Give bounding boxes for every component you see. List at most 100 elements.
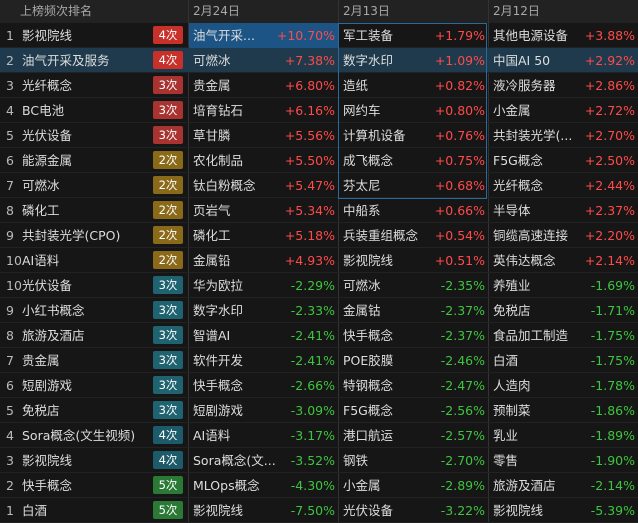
- day-change: +0.80%: [434, 103, 485, 118]
- day-sector: F5G概念: [493, 153, 543, 168]
- count-badge: 3次: [153, 401, 183, 419]
- day-change: -2.46%: [440, 353, 485, 368]
- day-change: -1.71%: [590, 303, 635, 318]
- table-row[interactable]: 1 白酒 5次 影视院线 -7.50% 光伏设备 -3.22% 影视院线 -5.39%: [0, 498, 638, 523]
- count-badge: 5次: [153, 476, 183, 494]
- day-change: +6.80%: [284, 78, 335, 93]
- day-change: -2.37%: [440, 303, 485, 318]
- rank: 3: [6, 453, 14, 468]
- rank: 10: [6, 253, 22, 268]
- day-sector: 贵金属: [193, 78, 231, 93]
- table-row[interactable]: 1 影视院线 4次 油气开采... +10.70% 军工装备 +1.79% 其他电源设备 +3.…: [0, 23, 638, 48]
- day-sector: 其他电源设备: [493, 28, 569, 43]
- day-sector: 零售: [493, 453, 519, 468]
- table-row[interactable]: 4 Sora概念(文生视频) 4次 AI语料 -3.17% 港口航运 -2.57% 乳业 -1.…: [0, 423, 638, 448]
- rank: 7: [6, 178, 14, 193]
- table-row[interactable]: 7 可燃冰 2次 钛白粉概念 +5.47% 芬太尼 +0.68% 光纤概念 +2.44%: [0, 173, 638, 198]
- day-change: -2.29%: [290, 278, 335, 293]
- day-change: -3.22%: [440, 503, 485, 518]
- day-sector: 小金属: [493, 103, 531, 118]
- rank: 9: [6, 303, 14, 318]
- day-change: +6.16%: [284, 103, 335, 118]
- rank: 1: [6, 503, 14, 518]
- day-sector: 小金属: [343, 478, 381, 493]
- table-row[interactable]: 2 快手概念 5次 MLOps概念 -4.30% 小金属 -2.89% 旅游及酒店 -2.14%: [0, 473, 638, 498]
- count-badge: 3次: [153, 351, 183, 369]
- day-sector: 造纸: [343, 78, 369, 93]
- table-row[interactable]: 8 旅游及酒店 3次 智谱AI -2.41% 快手概念 -2.37% 食品加工制造 -1.75%: [0, 323, 638, 348]
- day-change: -2.56%: [440, 403, 485, 418]
- day-sector: 农化制品: [193, 153, 244, 168]
- table-row[interactable]: 2 油气开采及服务 4次 可燃冰 +7.38% 数字水印 +1.09% 中国AI 50 +2.9…: [0, 48, 638, 73]
- table-row[interactable]: 5 免税店 3次 短剧游戏 -3.09% F5G概念 -2.56% 预制菜 -1.86%: [0, 398, 638, 423]
- day-sector: 影视院线: [193, 503, 244, 518]
- separator: [188, 0, 189, 523]
- sector-name: 影视院线: [22, 453, 73, 468]
- count-badge: 4次: [153, 26, 183, 44]
- day-change: +2.50%: [584, 153, 635, 168]
- sector-name: 短剧游戏: [22, 378, 73, 393]
- sector-name: 白酒: [22, 503, 48, 518]
- day-sector: 半导体: [493, 203, 531, 218]
- day-change: +2.72%: [584, 103, 635, 118]
- day-change: -4.30%: [290, 478, 335, 493]
- day-change: +5.47%: [284, 178, 335, 193]
- count-badge: 2次: [153, 176, 183, 194]
- count-badge: 2次: [153, 151, 183, 169]
- table-row[interactable]: 10 AI语料 2次 金属铅 +4.93% 影视院线 +0.51% 英伟达概念 +2.14%: [0, 248, 638, 273]
- count-badge: 3次: [153, 326, 183, 344]
- table-row[interactable]: 5 光伏设备 3次 草甘膦 +5.56% 计算机设备 +0.76% 共封装光学(... +2.7…: [0, 123, 638, 148]
- rank: 10: [6, 278, 22, 293]
- day-sector: 磷化工: [193, 228, 231, 243]
- day-sector: 兵装重组概念: [343, 228, 419, 243]
- table-row[interactable]: 9 共封装光学(CPO) 2次 磷化工 +5.18% 兵装重组概念 +0.54% 铜缆高速连接…: [0, 223, 638, 248]
- day-change: -1.90%: [590, 453, 635, 468]
- day-sector: 钢铁: [343, 453, 369, 468]
- day-change: +2.14%: [584, 253, 635, 268]
- day-change: -2.41%: [290, 353, 335, 368]
- table-row[interactable]: 10 光伏设备 3次 华为欧拉 -2.29% 可燃冰 -2.35% 养殖业 -1.69%: [0, 273, 638, 298]
- rank: 6: [6, 378, 14, 393]
- day-change: +5.34%: [284, 203, 335, 218]
- table-row[interactable]: 6 短剧游戏 3次 快手概念 -2.66% 特钢概念 -2.47% 人造肉 -1.78%: [0, 373, 638, 398]
- rank-title: 上榜频次排名: [20, 4, 93, 18]
- sector-name: 光伏设备: [22, 278, 73, 293]
- day-sector: 乳业: [493, 428, 519, 443]
- day-change: -2.35%: [440, 278, 485, 293]
- table-row[interactable]: 3 影视院线 4次 Sora概念(文... -3.52% 钢铁 -2.70% 零售 -1.90%: [0, 448, 638, 473]
- day-change: +4.93%: [284, 253, 335, 268]
- day-sector: 英伟达概念: [493, 253, 556, 268]
- day-change: -5.39%: [590, 503, 635, 518]
- day-sector: 光伏设备: [343, 503, 394, 518]
- day-sector: 智谱AI: [193, 328, 231, 343]
- sector-name: 磷化工: [22, 203, 60, 218]
- table-row[interactable]: 8 磷化工 2次 页岩气 +5.34% 中船系 +0.66% 半导体 +2.37%: [0, 198, 638, 223]
- day-change: -2.66%: [290, 378, 335, 393]
- day-change: +2.92%: [584, 53, 635, 68]
- day-sector: 页岩气: [193, 203, 231, 218]
- day-sector: MLOps概念: [193, 478, 260, 493]
- sector-name: 免税店: [22, 403, 60, 418]
- day-sector: 港口航运: [343, 428, 394, 443]
- table-row[interactable]: 4 BC电池 3次 培育钻石 +6.16% 网约车 +0.80% 小金属 +2.72%: [0, 98, 638, 123]
- day-change: +0.66%: [434, 203, 485, 218]
- sector-name: 贵金属: [22, 353, 60, 368]
- day-sector: 预制菜: [493, 403, 531, 418]
- highlight-box: [338, 23, 487, 199]
- day-change: -1.69%: [590, 278, 635, 293]
- table-row[interactable]: 9 小红书概念 3次 数字水印 -2.33% 金属钴 -2.37% 免税店 -1.71%: [0, 298, 638, 323]
- table-row[interactable]: 3 光纤概念 3次 贵金属 +6.80% 造纸 +0.82% 液冷服务器 +2.86%: [0, 73, 638, 98]
- table-row[interactable]: 7 贵金属 3次 软件开发 -2.41% POE胶膜 -2.46% 白酒 -1.75%: [0, 348, 638, 373]
- sector-name: Sora概念(文生视频): [22, 428, 136, 443]
- count-badge: 3次: [153, 276, 183, 294]
- day-sector: 影视院线: [493, 503, 544, 518]
- day-change: +2.20%: [584, 228, 635, 243]
- day-change: -2.57%: [440, 428, 485, 443]
- sector-name: 旅游及酒店: [22, 328, 85, 343]
- day-change: -2.89%: [440, 478, 485, 493]
- table-row[interactable]: 6 能源金属 2次 农化制品 +5.50% 成飞概念 +0.75% F5G概念 +2.50%: [0, 148, 638, 173]
- day-sector: 培育钻石: [193, 103, 244, 118]
- day-sector: 免税店: [493, 303, 531, 318]
- day-change: +10.70%: [276, 28, 335, 43]
